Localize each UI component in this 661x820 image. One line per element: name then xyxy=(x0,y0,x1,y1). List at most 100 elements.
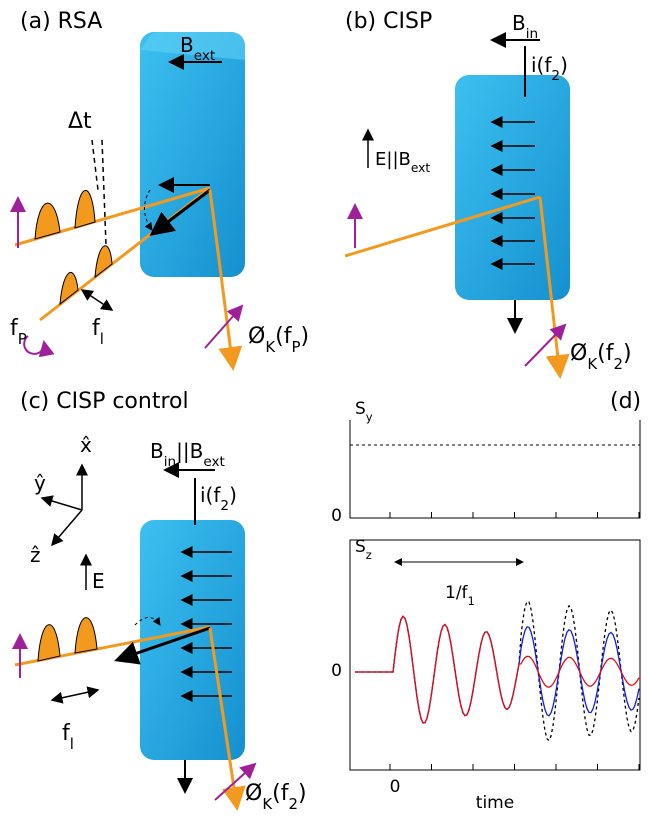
condition-label: E||Bext xyxy=(375,149,430,175)
subscript: 2 xyxy=(551,68,560,84)
subscript: 2 xyxy=(613,355,623,373)
freq-label: fl xyxy=(62,721,74,753)
label-part: S xyxy=(355,399,366,419)
spin-arrow xyxy=(149,188,211,236)
subscript: y xyxy=(366,410,373,424)
delay-line xyxy=(91,139,99,191)
label-part: f xyxy=(10,316,19,341)
label-part: B xyxy=(512,11,526,35)
pulse xyxy=(59,271,79,306)
field-label: Bext xyxy=(180,33,215,64)
subscript: ext xyxy=(203,454,225,470)
subscript: 2 xyxy=(220,498,229,514)
efield-label: E xyxy=(92,569,105,593)
trace xyxy=(355,615,640,724)
subscript: l xyxy=(70,735,74,753)
subscript: ext xyxy=(194,48,216,64)
sample-block xyxy=(140,520,245,760)
label-part: f xyxy=(62,721,71,746)
reflected-beam xyxy=(208,189,243,371)
precession xyxy=(134,616,161,626)
label-part: ||B xyxy=(176,439,203,463)
pulse xyxy=(37,624,61,662)
subscript: ext xyxy=(411,161,431,175)
y-axis-label: Sy xyxy=(355,399,373,424)
probe-beam xyxy=(344,195,541,258)
subscript: K xyxy=(587,355,598,373)
field-label: Bin||Bext xyxy=(150,439,225,470)
freq-label: fP xyxy=(10,316,27,348)
pulse xyxy=(94,245,113,279)
panel-title: (c) CISP control xyxy=(20,389,189,414)
label-part: 1/f xyxy=(445,583,469,603)
subscript: 1 xyxy=(468,594,475,608)
reflected-beam xyxy=(208,627,246,811)
axis-label: ŷ xyxy=(34,471,46,495)
delay-label: Δt xyxy=(68,109,92,134)
panel-c xyxy=(12,462,257,811)
delay-line xyxy=(101,139,107,246)
label-part: ) xyxy=(301,324,310,349)
kerr-rotation xyxy=(204,304,244,349)
panel-d-axes xyxy=(349,420,641,771)
panel-title: (a) RSA xyxy=(20,9,102,34)
x-axis-label: time xyxy=(476,793,514,813)
label-part: S xyxy=(355,537,366,557)
period-arrow xyxy=(80,289,114,311)
period-arrow xyxy=(50,686,100,704)
label-part: Ø xyxy=(570,341,587,366)
label-part: (f xyxy=(272,781,290,806)
label-part: ) xyxy=(298,781,307,806)
kerr-label: ØK(fP) xyxy=(248,324,309,356)
panel-title: (d) xyxy=(610,389,641,414)
block-top xyxy=(140,32,245,60)
label-part: (f xyxy=(275,324,293,349)
pulse xyxy=(34,202,61,240)
pulse xyxy=(74,617,98,654)
axis-label: ẑ xyxy=(30,543,41,567)
panel-title: (b) CISP xyxy=(345,9,432,34)
label-part: (f xyxy=(597,341,615,366)
spin-traces xyxy=(355,600,640,742)
subscript: K xyxy=(262,795,273,813)
label-part: ) xyxy=(229,483,237,507)
kerr-rotation xyxy=(524,323,567,367)
panel-a xyxy=(10,32,245,371)
subscript: l xyxy=(100,330,104,348)
label-part: ) xyxy=(623,341,632,366)
kerr-label: ØK(f2) xyxy=(245,781,307,813)
current-label: i(f2) xyxy=(200,483,237,514)
label-part: i(f xyxy=(200,483,221,507)
precession xyxy=(144,189,153,231)
label-part: Ø xyxy=(245,781,262,806)
subscript: P xyxy=(18,330,27,348)
reflected-beam xyxy=(538,196,570,379)
period-label: 1/f1 xyxy=(445,583,475,608)
spin-arrows xyxy=(490,116,535,270)
panel-b xyxy=(344,32,570,379)
spin-arrow xyxy=(114,626,211,665)
freq-label: fl xyxy=(92,316,104,348)
sample-block xyxy=(140,32,245,277)
subscript: 2 xyxy=(288,795,298,813)
label-part: f xyxy=(92,316,101,341)
x-tick-label: 0 xyxy=(390,777,401,797)
label-part: B xyxy=(150,439,164,463)
label-part: B xyxy=(180,33,194,57)
sample-block xyxy=(455,75,570,300)
subscript: in xyxy=(526,26,538,42)
label-part: E||B xyxy=(375,149,411,170)
modulation xyxy=(23,335,55,358)
y-tick-label: 0 xyxy=(331,506,342,526)
subscript: in xyxy=(164,454,176,470)
field-label: Bin xyxy=(512,11,538,42)
kerr-rotation xyxy=(214,762,257,801)
kerr-label: ØK(f2) xyxy=(570,341,632,373)
axis-label: x̂ xyxy=(80,433,92,457)
subscript: K xyxy=(265,338,276,356)
label-part: ) xyxy=(560,53,568,77)
subscript: z xyxy=(366,548,372,562)
coordinate-axes xyxy=(40,463,88,547)
